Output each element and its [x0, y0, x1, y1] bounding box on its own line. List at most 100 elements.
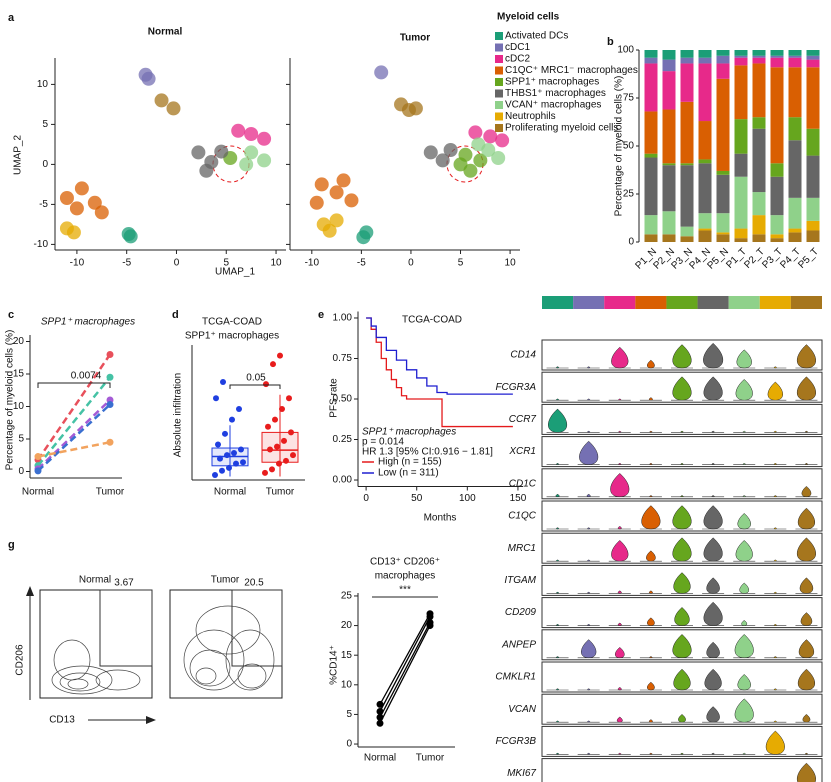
violin — [649, 430, 653, 433]
gene-label: FCGR3A — [495, 382, 536, 393]
violin — [711, 752, 715, 755]
bar-segment — [644, 63, 658, 112]
gene-label: MKI67 — [507, 768, 536, 779]
violin — [773, 430, 777, 433]
chart-subtitle: SPP1⁺ macrophages — [185, 331, 279, 342]
violin — [579, 440, 599, 465]
violin — [799, 577, 814, 594]
bar-segment — [644, 215, 658, 235]
bar-segment — [734, 238, 748, 242]
bar-segment — [806, 220, 820, 231]
legend-label: Low (n = 311) — [378, 468, 439, 479]
bar-segment — [734, 228, 748, 239]
point — [281, 437, 287, 444]
violin — [649, 495, 653, 498]
point — [213, 395, 219, 402]
violin-row — [541, 758, 823, 782]
violin — [648, 590, 653, 594]
annotation: *** — [399, 585, 411, 596]
violin — [648, 397, 653, 401]
bar-segment — [788, 117, 802, 141]
legend-label: C1QC⁺ MRC1⁻ macrophages — [505, 65, 638, 76]
violin-row — [541, 693, 823, 725]
violin — [703, 537, 723, 562]
panel-label: c — [8, 309, 14, 321]
bar-segment — [698, 228, 712, 231]
gene-label: ANPEP — [501, 639, 536, 650]
y-tick-label: 10 — [37, 79, 49, 90]
point — [236, 405, 242, 412]
panel-label: g — [8, 539, 15, 551]
gene-label: VCAN — [508, 704, 537, 715]
cell-cluster — [244, 145, 259, 160]
cell-cluster — [257, 131, 272, 146]
gate — [231, 589, 283, 667]
bar-segment — [752, 63, 766, 118]
violin — [765, 730, 785, 755]
x-tick-label: 5 — [458, 258, 464, 269]
cell-cluster — [141, 71, 156, 86]
violin — [556, 624, 560, 626]
y-tick-label: 5 — [42, 119, 48, 130]
y-tick-label: 1.00 — [333, 313, 353, 324]
bar-segment — [752, 192, 766, 216]
violin — [614, 647, 625, 659]
violin — [796, 376, 816, 401]
violin — [735, 540, 753, 562]
bar-segment — [788, 140, 802, 198]
point — [272, 416, 278, 423]
bracket — [37, 382, 111, 388]
y-tick-label: 0.50 — [333, 394, 353, 405]
violin — [674, 607, 690, 626]
point — [262, 469, 268, 476]
bar-segment — [788, 50, 802, 56]
y-tick-label: 25 — [341, 591, 353, 602]
violin — [773, 688, 777, 691]
bar-segment — [644, 153, 658, 158]
x-tick-label: 150 — [510, 493, 527, 504]
legend-label: Activated DCs — [505, 31, 568, 42]
violin — [617, 590, 622, 594]
point — [240, 459, 246, 466]
survival-curve — [366, 317, 513, 428]
legend-swatch — [495, 124, 503, 132]
violin — [711, 463, 715, 465]
bar-segment — [770, 215, 784, 235]
cell-cluster — [344, 193, 359, 208]
cell-cluster — [374, 65, 389, 80]
legend-swatch — [495, 112, 503, 121]
violin — [678, 714, 686, 723]
violin-row — [541, 468, 823, 500]
violin — [556, 720, 560, 723]
pair-line — [379, 622, 431, 718]
violin — [610, 473, 630, 498]
point — [277, 352, 283, 359]
violin — [649, 752, 653, 755]
x-tick-label: Tumor — [266, 487, 295, 498]
legend-swatch — [495, 89, 503, 98]
cluster-color-bar — [573, 296, 605, 309]
y-tick-label: 5 — [18, 434, 24, 445]
cluster-color-bar — [697, 296, 729, 309]
cell-cluster — [309, 195, 324, 210]
gene-label: FCGR3B — [495, 736, 536, 747]
y-tick-label: 5 — [346, 709, 352, 720]
violin — [734, 698, 754, 723]
bar-segment — [716, 170, 730, 175]
bar-segment — [752, 117, 766, 129]
violin — [804, 463, 808, 465]
violin — [556, 366, 560, 369]
violin — [586, 493, 591, 498]
point — [231, 450, 237, 456]
bar-segment — [698, 213, 712, 229]
bar-segment — [752, 215, 766, 235]
violin — [739, 582, 750, 594]
violin — [672, 634, 692, 659]
x-tick-label: 0 — [408, 258, 414, 269]
bar-segment — [734, 119, 748, 154]
point — [376, 719, 384, 727]
point — [276, 460, 282, 467]
point — [233, 460, 239, 467]
point — [34, 453, 42, 461]
y-tick-label: 75 — [623, 93, 635, 104]
